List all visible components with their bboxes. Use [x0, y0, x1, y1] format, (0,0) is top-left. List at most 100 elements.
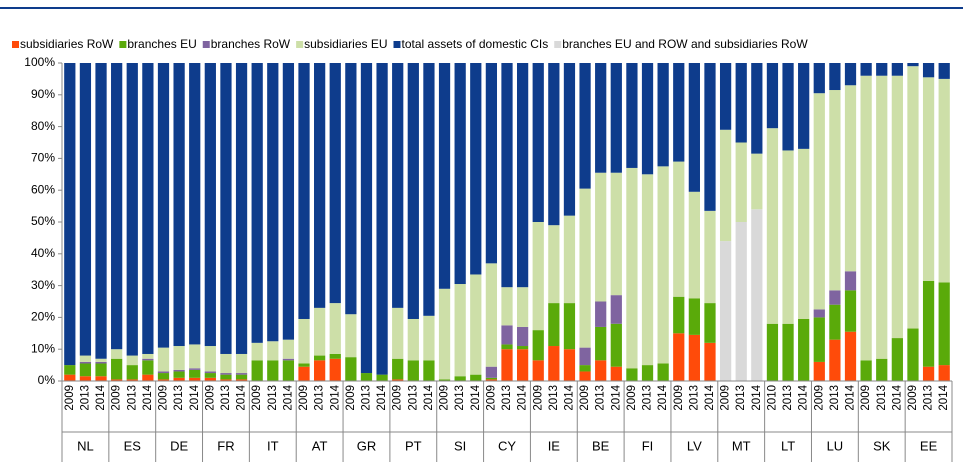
y-tick-label: 10% [31, 341, 55, 355]
bar-segment [470, 63, 482, 275]
bar-segment [860, 75, 872, 361]
group-label: GR [357, 438, 377, 453]
bar-segment [626, 167, 638, 369]
bar-segment [360, 63, 373, 374]
bar-segment [922, 366, 935, 381]
bar-segment [485, 366, 498, 378]
bar-segment [563, 349, 576, 381]
bar-segment [454, 63, 466, 285]
group-label: SK [873, 438, 891, 453]
bar-segment [610, 63, 622, 173]
bar-segment [189, 369, 201, 378]
bar-segment [251, 360, 263, 381]
bar-segment [95, 376, 107, 381]
x-tick-label: 2013 [829, 385, 841, 411]
bar-segment [173, 371, 185, 378]
bar-segment [938, 365, 950, 381]
x-tick-label: 2013 [173, 385, 185, 411]
bar-segment [579, 371, 591, 381]
bar-segment [282, 358, 295, 361]
bar-segment [282, 63, 295, 340]
bar-segment [641, 174, 654, 366]
bar-segment [282, 339, 295, 359]
y-tick-label: 50% [31, 214, 55, 228]
bar-segment [813, 317, 825, 362]
group-label: IE [548, 438, 561, 453]
x-tick-label: 2014 [329, 384, 341, 410]
x-tick-label: 2013 [548, 385, 560, 411]
bar-segment [516, 349, 529, 381]
y-tick-label: 20% [31, 310, 55, 324]
x-tick-label: 2009 [673, 385, 685, 411]
x-tick-label: 2014 [938, 384, 950, 410]
x-tick-label: 2009 [392, 385, 404, 411]
bar-segment [782, 63, 794, 151]
bar-segment [938, 282, 950, 366]
bar-segment [126, 63, 138, 356]
bar-segment [938, 63, 950, 79]
bar-segment [173, 369, 185, 372]
bar-segment [548, 63, 560, 226]
bar-segment [782, 150, 794, 324]
bar-segment [579, 63, 591, 189]
bar-segment [314, 307, 326, 356]
bar-segment [345, 357, 357, 381]
bar-segment [298, 318, 310, 364]
bar-segment [392, 379, 404, 381]
bar-segment [891, 75, 903, 339]
bar-segment [891, 338, 903, 381]
bar-segment [95, 363, 107, 377]
bar-segment [595, 326, 607, 361]
x-tick-label: 2014 [189, 384, 201, 410]
bar-segment [798, 318, 810, 381]
group-label: CY [498, 438, 516, 453]
bar-segment [516, 326, 529, 347]
group-label: EE [920, 438, 938, 453]
bar-segment [735, 63, 747, 143]
bar-segment [610, 295, 622, 324]
x-tick-label: 2014 [236, 384, 248, 410]
bar-segment [516, 63, 529, 288]
x-tick-label: 2014 [610, 384, 622, 410]
bar-segment [844, 85, 857, 272]
bar-segment [438, 63, 451, 289]
bar-segment [376, 374, 388, 381]
bar-segment [735, 222, 747, 381]
group-label: LT [781, 438, 795, 453]
bar-segment [751, 153, 763, 210]
bar-segment [189, 377, 201, 381]
bar-segment [189, 63, 201, 345]
bar-segment [111, 63, 123, 350]
group-label: LV [687, 438, 702, 453]
x-tick-label: 2009 [251, 385, 263, 411]
bar-segment [126, 355, 138, 366]
x-tick-label: 2009 [813, 385, 825, 411]
bar-segment [719, 63, 732, 130]
group-label: FI [642, 438, 654, 453]
bar-segment [829, 304, 841, 340]
bar-segment [329, 358, 341, 381]
bar-segment [423, 360, 435, 381]
bar-segment [532, 360, 544, 381]
x-tick-label: 2009 [579, 385, 591, 411]
legend-label: branches EU [127, 37, 196, 51]
y-tick-label: 90% [31, 87, 55, 101]
bar-segment [922, 63, 935, 78]
x-tick-label: 2013 [688, 385, 700, 411]
x-tick-label: 2009 [345, 385, 357, 411]
bar-segment [251, 63, 263, 343]
bar-segment [470, 274, 482, 375]
bar-segment [532, 330, 544, 361]
bar-segment [595, 360, 607, 381]
legend-swatch [119, 41, 127, 48]
bar-segment [907, 328, 919, 381]
bar-segment [501, 344, 513, 350]
group-label: DE [170, 438, 188, 453]
bar-segment [126, 365, 138, 380]
bar-segment [516, 287, 529, 327]
bar-segment [829, 339, 841, 381]
bar-segment [438, 288, 451, 380]
bar-segment [220, 373, 232, 375]
bar-segment [79, 376, 92, 381]
bar-segment [267, 63, 279, 342]
